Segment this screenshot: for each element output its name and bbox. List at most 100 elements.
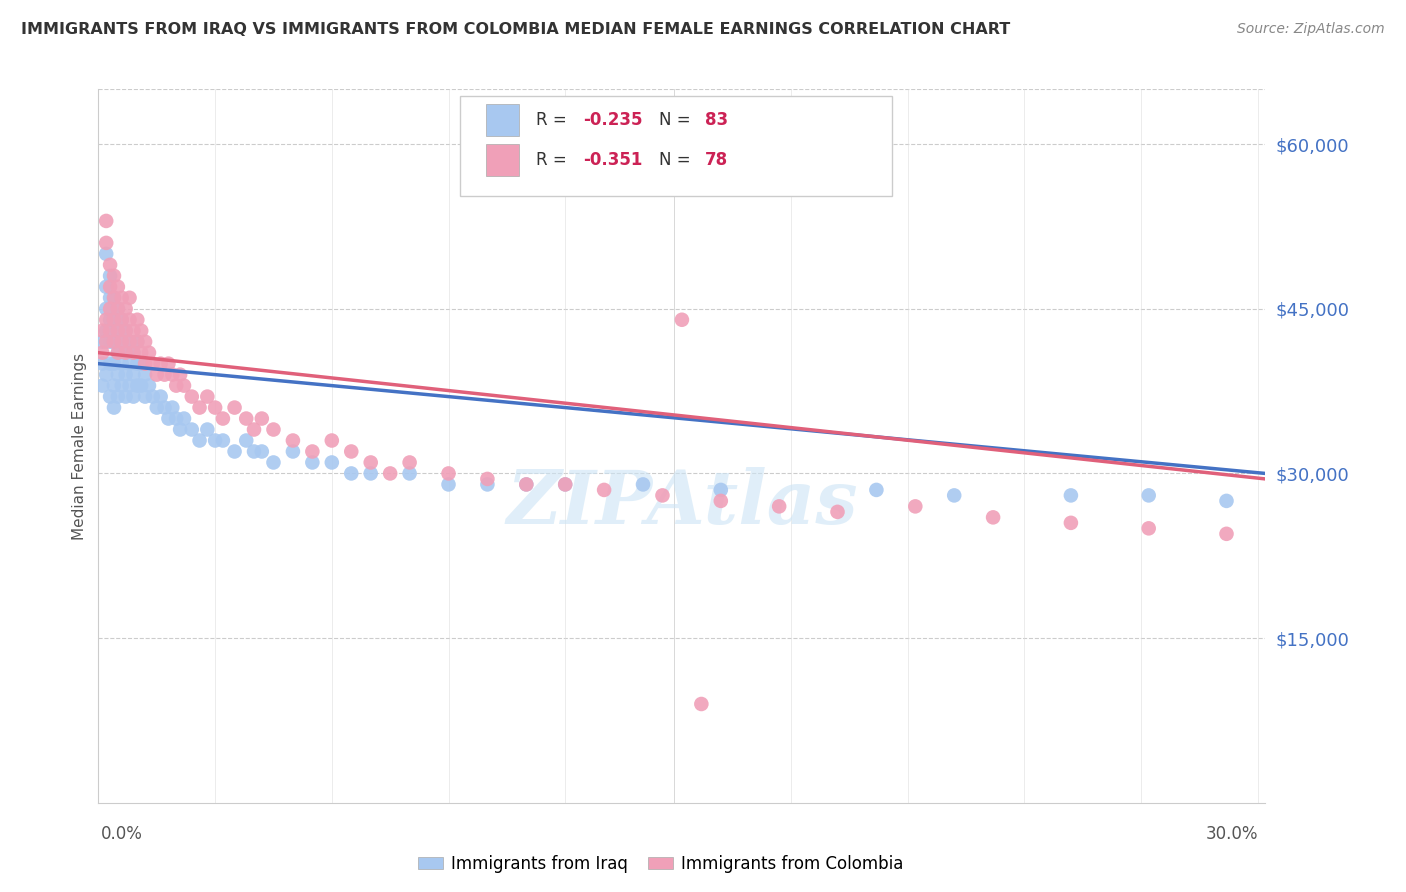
Point [111,334,134,349]
Point [981,510,1004,524]
Point [142,390,165,404]
Point [1215,494,1237,508]
Point [98,324,121,338]
Point [153,368,176,382]
Point [122,345,145,359]
Point [111,291,134,305]
Point [398,467,420,481]
Point [142,357,165,371]
Point [169,368,191,382]
Point [250,444,273,458]
Point [111,334,134,349]
Point [107,301,129,316]
Point [129,357,152,371]
Point [98,280,121,294]
Point [103,312,125,326]
Point [943,488,966,502]
Point [243,444,266,458]
Point [118,334,141,349]
Point [111,312,134,326]
Point [118,334,141,349]
Point [107,324,129,338]
Legend: Immigrants from Iraq, Immigrants from Colombia: Immigrants from Iraq, Immigrants from Co… [411,848,911,880]
Point [96,301,118,316]
Point [188,401,211,415]
Point [107,345,129,359]
Point [212,434,235,448]
Point [554,477,576,491]
Point [281,434,304,448]
FancyBboxPatch shape [486,145,519,177]
Point [103,378,125,392]
Point [554,477,576,491]
Point [96,214,118,228]
Point [340,467,363,481]
Point [114,324,136,338]
Point [129,324,152,338]
Text: Source: ZipAtlas.com: Source: ZipAtlas.com [1237,22,1385,37]
Point [180,390,202,404]
Text: ZIPAtlas: ZIPAtlas [506,467,858,540]
Point [477,477,499,491]
Point [204,401,226,415]
Point [195,390,218,404]
Point [169,423,191,437]
Point [114,301,136,316]
Point [149,357,172,371]
Point [690,697,713,711]
Point [127,334,149,349]
Point [162,368,184,382]
Point [138,345,160,359]
Point [103,334,125,349]
Point [103,357,125,371]
Text: -0.235: -0.235 [582,111,643,129]
Point [1060,516,1083,530]
Point [235,434,257,448]
Point [91,324,114,338]
Point [301,455,323,469]
Point [768,500,790,514]
Point [515,477,537,491]
Point [1137,521,1160,535]
Point [107,280,129,294]
Point [398,455,420,469]
Point [103,268,125,283]
Point [127,357,149,371]
Point [671,312,693,326]
Point [96,235,118,250]
Point [173,411,195,425]
Point [122,390,145,404]
Point [96,334,118,349]
Point [114,324,136,338]
Point [301,444,323,458]
Text: 30.0%: 30.0% [1206,825,1258,843]
Point [98,258,121,272]
Point [98,312,121,326]
Point [134,368,156,382]
Point [98,301,121,316]
Point [149,390,172,404]
Point [173,378,195,392]
Point [865,483,887,497]
Point [904,500,927,514]
Point [437,477,460,491]
Point [195,423,218,437]
Text: IMMIGRANTS FROM IRAQ VS IMMIGRANTS FROM COLOMBIA MEDIAN FEMALE EARNINGS CORRELAT: IMMIGRANTS FROM IRAQ VS IMMIGRANTS FROM … [21,22,1011,37]
Point [138,378,160,392]
Point [98,334,121,349]
FancyBboxPatch shape [460,96,891,196]
Point [98,291,121,305]
Point [378,467,402,481]
Point [243,423,266,437]
Point [134,334,156,349]
Point [91,345,114,359]
Point [129,378,152,392]
Point [103,334,125,349]
Point [98,390,121,404]
Point [107,368,129,382]
Point [96,324,118,338]
Point [180,423,202,437]
Point [321,434,343,448]
Point [250,411,273,425]
Point [114,345,136,359]
